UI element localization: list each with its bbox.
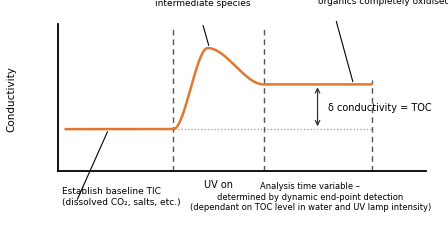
Text: Dynamic end-point detection ensures
organics completely oxidised to CO₂: Dynamic end-point detection ensures orga… [318,0,448,6]
Text: Conductivity: Conductivity [6,66,16,131]
Text: High conductivity from
intermediate species: High conductivity from intermediate spec… [151,0,254,8]
Text: Establish baseline TIC
(dissolved CO₂, salts, etc.): Establish baseline TIC (dissolved CO₂, s… [62,186,181,206]
Text: Analysis time variable –
determined by dynamic end-point detection
(dependant on: Analysis time variable – determined by d… [190,181,431,211]
Text: δ conductivity = TOC: δ conductivity = TOC [328,102,432,112]
Text: UV on: UV on [204,179,233,189]
